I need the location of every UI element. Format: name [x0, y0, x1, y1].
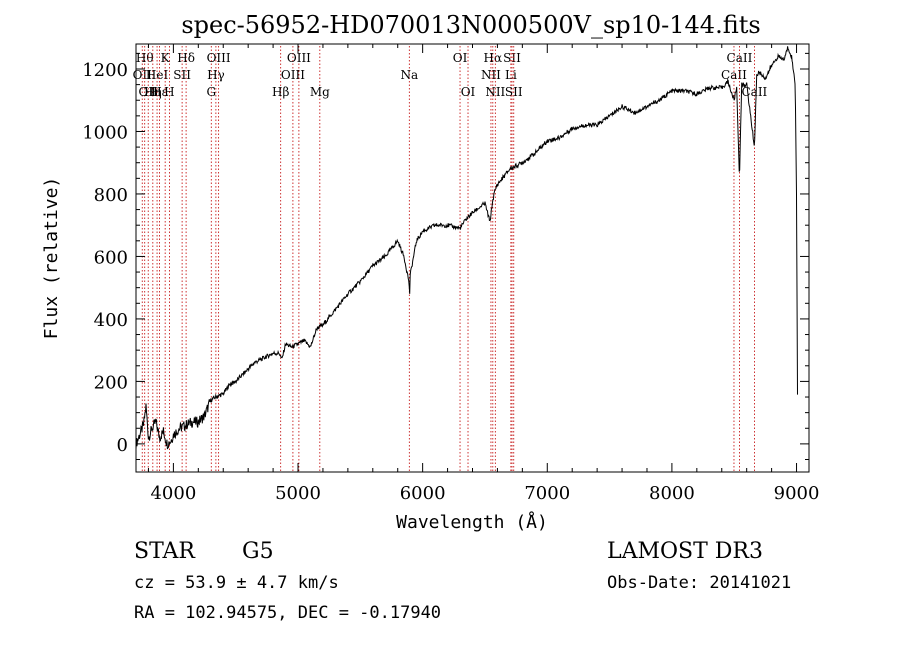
line-marker-label: OII [139, 85, 159, 99]
emission-line-markers: OIIHθOIIHηHeIHεKHSIIHδGHγOIIIHβOIIIOIIIM… [133, 46, 768, 472]
y-tick-label: 400 [94, 310, 128, 331]
line-marker-label: K [161, 51, 171, 65]
line-marker-label: Hθ [136, 51, 154, 65]
line-marker-label: OII [133, 68, 153, 82]
line-marker-label: Hδ [177, 51, 195, 65]
y-tick-label: 1200 [82, 60, 128, 81]
redshift-velocity: cz = 53.9 ± 4.7 km/s [134, 573, 339, 593]
line-marker-label: OI [453, 51, 468, 65]
chart-title: spec-56952-HD070013N000500V_sp10-144.fit… [181, 11, 760, 39]
x-tick-label: 6000 [400, 483, 446, 504]
line-marker-label: CaII [727, 51, 753, 65]
y-tick-label: 0 [117, 435, 128, 456]
x-tick-label: 8000 [649, 483, 695, 504]
plot-frame [135, 43, 810, 473]
line-marker-label: Hε [151, 85, 168, 99]
object-class: STAR [134, 539, 195, 564]
line-marker-label: Hγ [207, 68, 225, 82]
line-marker-label: SII [173, 68, 191, 82]
line-marker-label: NII [481, 68, 501, 82]
line-marker-label: Hβ [272, 85, 289, 99]
x-tick-label: 4000 [150, 483, 196, 504]
line-marker-label: OIII [207, 51, 231, 65]
line-marker-label: OI [461, 85, 476, 99]
spectral-subclass: G5 [242, 539, 274, 564]
line-marker-label: OIII [287, 51, 311, 65]
flux-line [135, 46, 798, 450]
y-tick-label: 600 [94, 247, 128, 268]
x-axis-label: Wavelength (Å) [396, 511, 548, 533]
line-marker-label: NII [485, 85, 505, 99]
line-marker-label: HeI [146, 68, 169, 82]
line-marker-label: Na [400, 68, 418, 82]
line-marker-label: SII [503, 51, 521, 65]
y-tick-label: 1000 [82, 122, 128, 143]
survey-name: LAMOST DR3 [607, 539, 763, 564]
line-marker-label: Mg [310, 85, 330, 99]
line-marker-label: Hα [484, 51, 503, 65]
x-tick-label: 5000 [275, 483, 321, 504]
axes [135, 43, 810, 473]
line-marker-label: G [206, 85, 216, 99]
line-marker-label: H [164, 85, 174, 99]
axis-ticks: 4000 5000 6000 7000 8000 9000 0 200 400 600 800 100… [82, 44, 819, 504]
coordinates: RA = 102.94575, DEC = -0.17940 [134, 603, 442, 623]
flux-series [135, 46, 798, 450]
y-tick-label: 200 [94, 372, 128, 393]
line-marker-label: Li [505, 68, 517, 82]
y-tick-label: 800 [94, 185, 128, 206]
line-marker-label: OIII [281, 68, 305, 82]
x-tick-label: 9000 [774, 483, 820, 504]
y-axis-label: Flux (relative) [41, 177, 62, 340]
observation-date: Obs-Date: 20141021 [607, 573, 792, 593]
line-marker-label: SII [505, 85, 523, 99]
x-tick-label: 7000 [524, 483, 570, 504]
line-marker-label: CaII [721, 68, 747, 82]
